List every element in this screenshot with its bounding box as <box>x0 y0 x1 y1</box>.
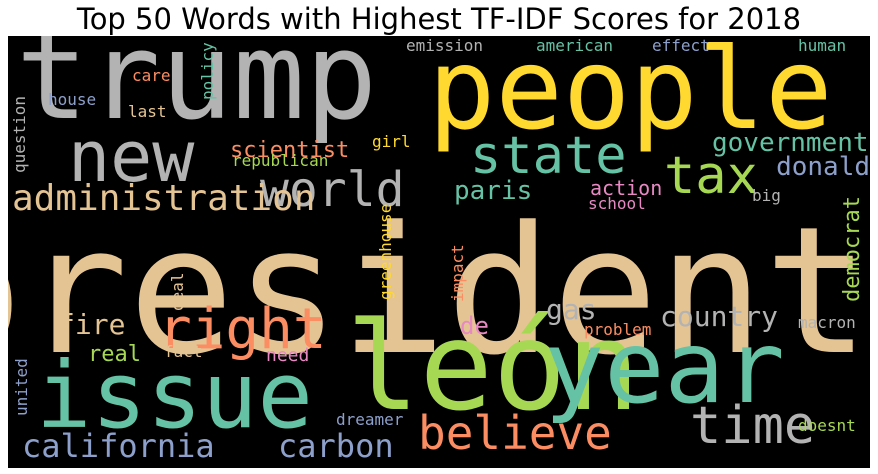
word-3: león <box>346 296 640 438</box>
word-27: need <box>266 345 310 366</box>
word-39: big <box>752 186 781 205</box>
word-11: time <box>690 396 816 456</box>
word-12: believe <box>418 406 612 460</box>
word-30: american <box>536 36 614 55</box>
word-24: action <box>590 176 663 200</box>
word-20: fire <box>58 308 126 341</box>
word-40: greenhouse <box>376 204 395 301</box>
word-18: donald <box>776 152 870 182</box>
word-36: last <box>128 102 167 121</box>
word-32: human <box>798 36 847 55</box>
word-15: california <box>22 427 215 465</box>
word-16: carbon <box>278 427 394 465</box>
word-47: united <box>12 358 31 416</box>
word-2: people <box>428 36 833 155</box>
word-41: impact <box>448 244 467 302</box>
word-13: administration <box>12 178 316 219</box>
word-23: democrat <box>840 196 865 302</box>
word-43: fact <box>164 342 203 361</box>
word-4: year <box>544 309 785 426</box>
word-26: real <box>88 342 141 367</box>
word-1: trump <box>16 36 378 147</box>
word-10: right <box>158 297 327 362</box>
word-38: school <box>588 194 646 213</box>
word-25: de <box>460 312 489 340</box>
word-28: republican <box>232 151 329 170</box>
word-0: president <box>8 189 870 394</box>
word-29: emission <box>406 36 484 55</box>
word-cloud-canvas: president trump people león year issue new stat… <box>8 36 870 468</box>
word-22: scientist <box>230 138 350 163</box>
word-42: deal <box>168 272 187 311</box>
word-17: country <box>660 300 779 333</box>
word-48: dreamer <box>336 410 404 429</box>
word-9: world <box>260 162 405 218</box>
word-44: problem <box>584 320 652 339</box>
word-19: paris <box>454 176 533 206</box>
word-45: macron <box>798 313 856 332</box>
word-34: care <box>132 66 171 85</box>
word-33: policy <box>198 42 217 100</box>
word-31: effect <box>652 36 710 55</box>
word-35: house <box>48 90 97 109</box>
word-7: state <box>470 126 627 186</box>
word-49: doesnt <box>798 416 856 435</box>
word-46: question <box>10 96 29 174</box>
word-14: government <box>712 128 869 158</box>
word-8: tax <box>664 146 758 206</box>
word-5: issue <box>36 342 313 449</box>
word-21: gas <box>546 293 597 326</box>
word-37: girl <box>372 132 411 151</box>
chart-title: Top 50 Words with Highest TF-IDF Scores … <box>76 2 802 36</box>
word-6: new <box>68 116 195 198</box>
